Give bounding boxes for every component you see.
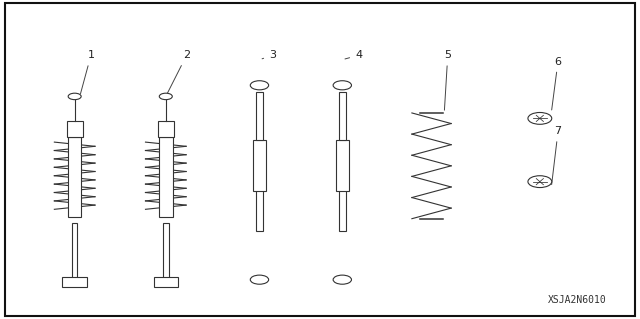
Circle shape	[333, 81, 351, 90]
Text: 7: 7	[552, 126, 562, 185]
Bar	[339, 174, 346, 231]
Bar	[157, 121, 174, 137]
Bar	[63, 277, 87, 287]
Bar	[336, 140, 349, 191]
Text: 3: 3	[262, 50, 276, 60]
Bar	[68, 137, 81, 217]
Bar	[163, 223, 168, 282]
Circle shape	[528, 113, 552, 124]
Text: 1: 1	[81, 50, 95, 94]
Circle shape	[250, 275, 269, 284]
Bar	[339, 93, 346, 140]
Bar	[159, 137, 173, 217]
Text: XSJA2N6010: XSJA2N6010	[548, 295, 607, 305]
Bar	[154, 277, 178, 287]
Text: 4: 4	[345, 50, 362, 60]
Text: 5: 5	[444, 50, 451, 110]
Bar	[253, 140, 266, 191]
Circle shape	[528, 176, 552, 188]
Bar	[256, 93, 263, 140]
Text: 6: 6	[552, 57, 561, 110]
Bar	[72, 223, 77, 282]
Bar	[67, 121, 83, 137]
Bar	[256, 174, 263, 231]
Text: 2: 2	[167, 50, 190, 94]
Circle shape	[159, 93, 172, 100]
Circle shape	[250, 81, 269, 90]
Circle shape	[333, 275, 351, 284]
Circle shape	[68, 93, 81, 100]
